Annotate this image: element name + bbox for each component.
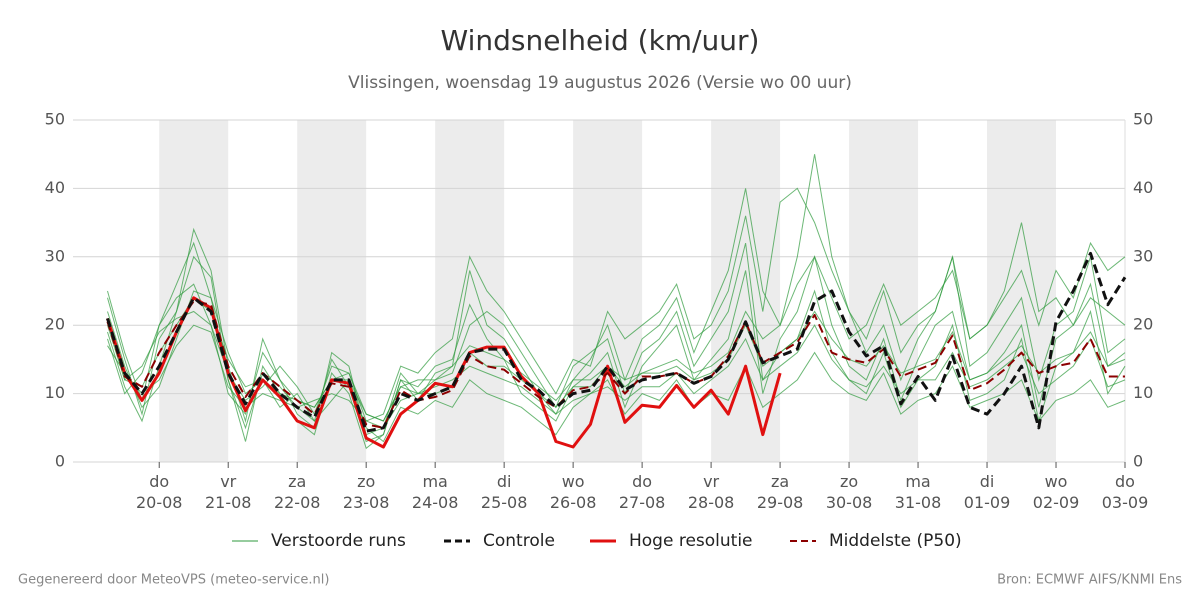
legend-label: Controle [483,531,555,551]
footer-left: Gegenereerd door MeteoVPS (meteo-service… [18,573,329,588]
day-band [435,120,505,462]
x-tick-label: do 03-09 [1102,472,1149,512]
legend-label: Hoge resolutie [629,531,753,551]
x-tick-label: do 27-08 [619,472,666,512]
chart-title: Windsnelheid (km/uur) [441,24,760,57]
x-tick-label: za 29-08 [757,472,804,512]
x-tick-label: zo 23-08 [343,472,390,512]
y-tick-label: 40 [45,178,65,197]
x-tick-label: vr 21-08 [205,472,252,512]
y-tick-label: 30 [45,246,65,265]
y-tick-label: 20 [45,315,65,334]
x-tick-label: do 20-08 [136,472,183,512]
x-tick-label: za 22-08 [274,472,321,512]
y-tick-label: 10 [45,383,65,402]
day-band [987,120,1057,462]
y-tick-label: 50 [45,110,65,129]
x-tick-label: wo 26-08 [550,472,597,512]
y-tick-label: 0 [55,452,65,471]
chart-subtitle: Vlissingen, woensdag 19 augustus 2026 (V… [348,73,852,93]
ensemble-line [107,187,1126,422]
y2-tick-label: 50 [1133,110,1153,129]
x-tick-label: vr 28-08 [688,472,735,512]
series-line [106,300,1125,429]
x-tick-label: zo 30-08 [826,472,873,512]
x-tick-label: ma 24-08 [412,472,459,512]
x-tick-label: wo 02-09 [1033,472,1080,512]
x-tick-label: di 25-08 [481,472,528,512]
y2-tick-label: 10 [1133,383,1153,402]
series-line [106,251,1127,433]
y2-tick-label: 40 [1133,178,1153,197]
x-tick-label: ma 31-08 [895,472,942,512]
y2-tick-label: 30 [1133,246,1153,265]
legend-label: Verstoorde runs [271,531,406,551]
day-band [573,120,643,462]
ensemble-line [107,222,1126,422]
y2-tick-label: 0 [1133,452,1143,471]
ensemble-line [107,227,1126,436]
y2-tick-label: 20 [1133,315,1153,334]
x-tick-label: di 01-09 [964,472,1011,512]
footer-right: Bron: ECMWF AIFS/KNMI Ens [997,573,1182,588]
legend-label: Middelste (P50) [829,531,962,551]
